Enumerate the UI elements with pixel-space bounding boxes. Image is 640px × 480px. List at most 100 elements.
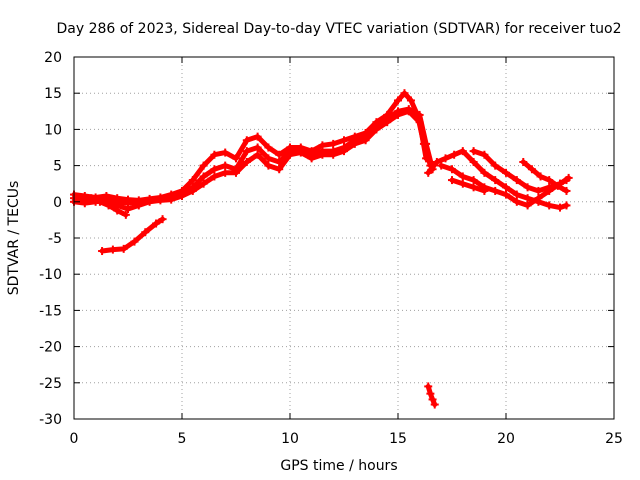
y-tick-label: 20 [44, 50, 62, 66]
point-track-main-c [242, 157, 251, 166]
point-track-main-c [80, 199, 89, 208]
y-tick-label: 0 [53, 195, 62, 211]
x-tick-label: 25 [605, 431, 623, 447]
point-track-late-1 [441, 154, 450, 163]
point-track-main-a [221, 148, 230, 157]
point-track-outlier [430, 400, 439, 409]
x-tick-label: 0 [70, 431, 79, 447]
point-track-late-1 [545, 201, 554, 210]
point-track-late-3 [564, 173, 573, 182]
series-track-late-5 [449, 177, 487, 194]
y-tick-label: -10 [39, 267, 62, 283]
point-track-main-b [221, 161, 230, 170]
point-track-main-c [134, 201, 143, 210]
series-track-main-c [71, 108, 429, 212]
point-track-main-c [340, 147, 348, 156]
point-track-main-a [210, 150, 219, 159]
point-track-main-c [318, 150, 327, 159]
y-tick-label: -25 [39, 376, 62, 392]
chart-title: Day 286 of 2023, Sidereal Day-to-day VTE… [56, 21, 621, 37]
point-track-late-1 [424, 168, 433, 177]
point-track-main-c [124, 205, 132, 214]
x-tick-label: 10 [281, 431, 299, 447]
point-track-late-4 [536, 172, 545, 181]
point-track-late-2 [512, 197, 521, 206]
point-track-late-1 [469, 157, 478, 166]
point-track-short-dip [87, 194, 96, 203]
point-track-negative-early [98, 247, 107, 256]
point-track-main-a [264, 143, 273, 152]
point-track-main-b [210, 165, 219, 174]
point-track-late-5 [469, 183, 478, 192]
point-track-main-a [400, 89, 409, 98]
point-track-main-a [340, 136, 348, 145]
point-track-late-1 [450, 150, 459, 159]
point-track-late-3 [491, 161, 500, 170]
point-track-negative-early [152, 219, 161, 228]
point-track-main-a [406, 96, 415, 105]
series-track-outlier [425, 383, 438, 407]
point-track-main-a [188, 176, 197, 185]
y-tick-label: -30 [39, 412, 62, 428]
point-track-late-2 [534, 194, 543, 203]
y-tick-label: 5 [53, 159, 62, 175]
point-track-negative-early [158, 215, 167, 224]
point-track-main-c [264, 161, 273, 170]
point-track-late-3 [534, 186, 543, 195]
point-track-late-2 [523, 201, 532, 210]
point-track-late-1 [512, 190, 521, 199]
x-tick-label: 20 [497, 431, 515, 447]
point-track-late-3 [480, 150, 489, 159]
point-track-main-c [188, 186, 197, 195]
point-track-late-4 [562, 186, 571, 195]
x-tick-label: 15 [389, 431, 407, 447]
point-track-main-b [415, 110, 424, 119]
point-track-late-1 [562, 201, 571, 210]
axis-ticks [73, 56, 615, 420]
data-series [70, 89, 573, 409]
point-track-main-c [307, 154, 316, 163]
point-track-late-1 [480, 168, 489, 177]
point-track-late-4 [545, 176, 554, 185]
point-track-main-c [253, 150, 262, 159]
point-track-main-c [275, 165, 284, 174]
point-track-main-c [199, 179, 208, 188]
point-track-main-c [383, 118, 392, 127]
point-track-main-a [253, 132, 262, 141]
point-track-late-3 [469, 147, 478, 156]
point-track-main-c [221, 168, 230, 177]
y-tick-labels: -30 -25 -20 -15 -10 -5 0 5 10 15 20 [39, 50, 62, 428]
point-track-late-4 [527, 165, 536, 174]
point-track-late-4 [519, 157, 528, 166]
point-track-main-b [199, 172, 208, 181]
point-track-main-c [422, 154, 431, 163]
point-track-late-1 [458, 147, 467, 156]
point-track-late-2 [437, 161, 446, 170]
point-track-late-2 [458, 172, 467, 181]
y-tick-label: -5 [48, 231, 62, 247]
point-track-negative-early [141, 228, 150, 237]
point-track-main-c [156, 196, 165, 205]
y-tick-label: -20 [39, 340, 62, 356]
point-track-late-5 [448, 176, 456, 185]
point-track-main-c [350, 139, 359, 148]
point-track-short-dip [121, 210, 130, 219]
point-track-outlier [428, 395, 437, 404]
point-track-late-5 [458, 179, 467, 188]
point-track-main-c [286, 150, 294, 159]
point-track-late-1 [556, 203, 564, 212]
point-track-late-1 [502, 183, 510, 192]
point-track-main-c [394, 110, 402, 119]
point-track-short-dip [104, 201, 113, 210]
point-track-main-a [275, 150, 284, 159]
point-track-late-3 [523, 183, 532, 192]
point-track-main-c [167, 195, 176, 204]
point-track-main-c [329, 150, 338, 159]
point-track-late-2 [502, 190, 510, 199]
point-track-main-c [232, 168, 240, 177]
point-track-late-4 [553, 181, 562, 190]
y-tick-label: 15 [44, 86, 62, 102]
point-track-negative-early [130, 237, 139, 246]
point-track-outlier [424, 382, 433, 391]
